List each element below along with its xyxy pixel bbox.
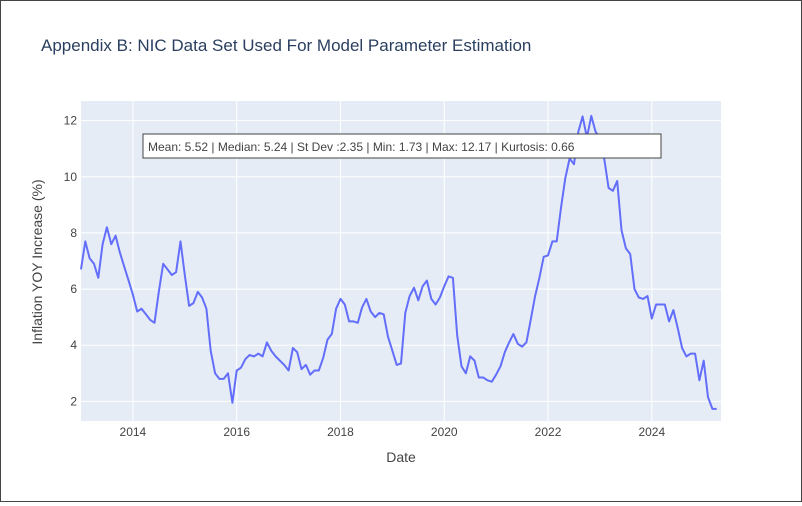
series-layer	[80, 114, 717, 410]
y-tick-label: 10	[64, 170, 78, 184]
y-tick-label: 2	[70, 394, 77, 408]
y-axis-label: Inflation YOY Increase (%)	[29, 179, 45, 344]
tick-labels: 2 4 6 8 10 12 2014 2016 2018 2020 2022 2024	[64, 114, 666, 439]
x-axis-label: Date	[386, 449, 416, 465]
y-tick-label: 6	[70, 282, 77, 296]
stats-annotation-box	[142, 133, 662, 159]
y-tick-label: 8	[70, 226, 77, 240]
series-line	[80, 114, 717, 410]
y-tick-label: 4	[70, 338, 77, 352]
x-tick-label: 2020	[431, 425, 458, 439]
y-tick-label: 12	[64, 114, 78, 128]
x-tick-label: 2024	[638, 425, 665, 439]
x-tick-label: 2014	[120, 425, 147, 439]
stats-annotation-text: Mean: 5.52 | Median: 5.24 | St Dev :2.35…	[148, 140, 575, 154]
stats-annotation: Mean: 5.52 | Median: 5.24 | St Dev :2.35…	[142, 133, 662, 159]
x-tick-label: 2018	[327, 425, 354, 439]
chart-title: Appendix B: NIC Data Set Used For Model …	[41, 36, 531, 55]
x-tick-label: 2022	[535, 425, 562, 439]
x-tick-label: 2016	[223, 425, 250, 439]
